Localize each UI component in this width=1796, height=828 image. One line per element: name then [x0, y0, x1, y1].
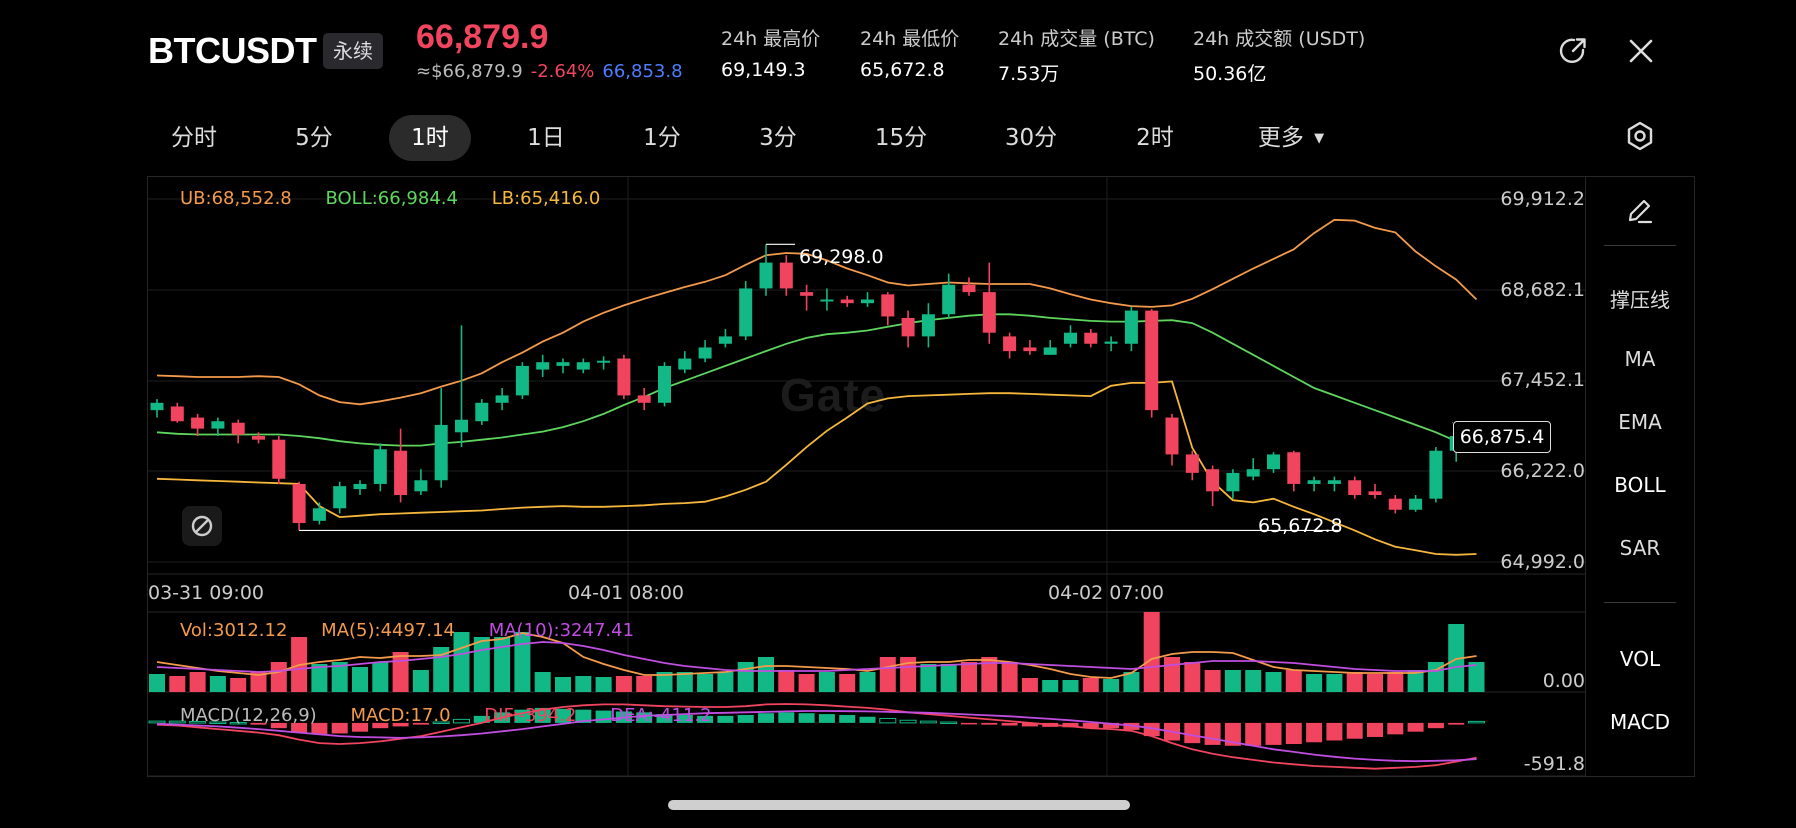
tab-15m[interactable]: 15分	[874, 125, 928, 151]
price-tick: 69,912.2	[1500, 188, 1585, 210]
chart-mode-icon	[191, 515, 213, 537]
macd-legend: MACD(12,26,9) MACD:17.0 DIF:-394.2 DEA:-…	[180, 705, 712, 726]
tab-2h[interactable]: 2时	[1136, 125, 1174, 151]
stat-value: 69,149.3	[721, 59, 806, 81]
tab-5m[interactable]: 5分	[295, 125, 333, 151]
stat-label: 24h 最低价	[860, 28, 960, 50]
tab-1h[interactable]: 1时	[389, 115, 471, 161]
chart-mode-button[interactable]	[182, 506, 222, 546]
stat-label: 24h 成交量 (BTC)	[998, 28, 1155, 50]
sidebar-item-macd[interactable]: MACD	[1610, 710, 1670, 734]
price-details: ≈$66,879.9 -2.64% 66,853.8	[416, 61, 683, 82]
sidebar-divider	[1585, 176, 1586, 777]
time-tick: 03-31 09:00	[148, 582, 265, 604]
contract-type-badge: 永续	[323, 33, 383, 69]
sidebar-separator	[1604, 245, 1676, 246]
stat-24h-volume: 24h 成交量 (BTC) 7.53万	[998, 24, 1155, 86]
tab-timeline[interactable]: 分时	[171, 125, 217, 151]
boll-legend: UB:68,552.8 BOLL:66,984.4 LB:65,416.0	[180, 188, 600, 209]
sidebar-item-sar[interactable]: SAR	[1619, 536, 1661, 560]
sidebar-item-boll[interactable]: BOLL	[1614, 473, 1666, 497]
macd-axis-tick: -591.8	[1523, 753, 1585, 775]
pencil-icon[interactable]	[1624, 194, 1656, 226]
legend-vol: Vol:3012.12	[180, 620, 288, 641]
sidebar-item-support-resistance[interactable]: 撑压线	[1610, 288, 1670, 312]
low-price-annotation: 65,672.8	[1258, 515, 1343, 537]
hexagon-settings-icon[interactable]	[1622, 118, 1658, 154]
tab-1m[interactable]: 1分	[643, 125, 681, 151]
legend-boll: BOLL:66,984.4	[325, 188, 458, 209]
sidebar-separator	[1604, 602, 1676, 603]
price-tick: 66,222.0	[1500, 460, 1585, 482]
mark-price: 66,853.8	[602, 61, 683, 82]
tab-more-label: 更多	[1257, 125, 1304, 151]
usd-price: ≈$66,879.9	[416, 61, 523, 82]
stat-value: 65,672.8	[860, 59, 945, 81]
share-icon[interactable]	[1556, 34, 1590, 68]
tab-1d[interactable]: 1日	[527, 125, 565, 151]
high-price-annotation: 69,298.0	[799, 246, 884, 268]
chart-panel[interactable]	[147, 176, 1695, 777]
last-price: 66,879.9	[416, 18, 549, 56]
legend-ub: UB:68,552.8	[180, 188, 292, 209]
gate-watermark: Gate	[780, 369, 887, 421]
legend-dif: DIF:-394.2	[484, 705, 577, 726]
stat-label: 24h 成交额 (USDT)	[1193, 28, 1366, 50]
legend-macd: MACD:17.0	[350, 705, 451, 726]
tab-3m[interactable]: 3分	[759, 125, 797, 151]
legend-macd-params: MACD(12,26,9)	[180, 705, 317, 726]
symbol-title: BTCUSDT	[148, 30, 317, 71]
legend-vol-ma10: MA(10):3247.41	[488, 620, 635, 641]
stat-24h-high: 24h 最高价 69,149.3	[721, 24, 820, 81]
caret-down-icon: ▼	[1314, 130, 1325, 146]
home-indicator[interactable]	[668, 800, 1130, 810]
stat-24h-low: 24h 最低价 65,672.8	[860, 24, 959, 81]
tab-30m[interactable]: 30分	[1004, 125, 1058, 151]
time-tick: 04-01 08:00	[568, 582, 685, 604]
vol-axis-tick: 0.00	[1542, 670, 1585, 692]
change-percent: -2.64%	[530, 61, 595, 82]
stat-value: 50.36亿	[1193, 63, 1267, 85]
legend-lb: LB:65,416.0	[491, 188, 601, 209]
legend-vol-ma5: MA(5):4497.14	[321, 620, 456, 641]
stat-label: 24h 最高价	[721, 28, 821, 50]
stat-24h-turnover: 24h 成交额 (USDT) 50.36亿	[1193, 24, 1365, 86]
vol-legend: Vol:3012.12 MA(5):4497.14 MA(10):3247.41	[180, 620, 634, 641]
stat-value: 7.53万	[998, 63, 1060, 85]
legend-dea: DEA:-411.2	[610, 705, 712, 726]
price-tick: 67,452.1	[1500, 369, 1585, 391]
current-price-label: 66,875.4	[1453, 421, 1551, 453]
sidebar-item-vol[interactable]: VOL	[1619, 647, 1661, 671]
tab-more[interactable]: 更多 ▼	[1248, 115, 1334, 161]
sidebar-item-ma[interactable]: MA	[1624, 347, 1656, 371]
sidebar-item-ema[interactable]: EMA	[1618, 410, 1662, 434]
time-tick: 04-02 07:00	[1048, 582, 1165, 604]
price-tick: 64,992.0	[1500, 551, 1585, 573]
close-icon[interactable]	[1624, 34, 1658, 68]
price-tick: 68,682.1	[1500, 279, 1585, 301]
